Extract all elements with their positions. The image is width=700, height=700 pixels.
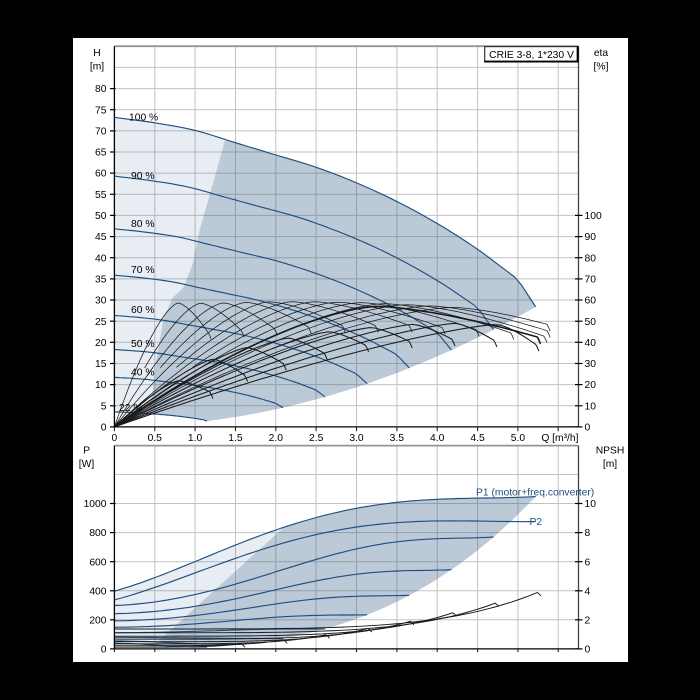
svg-text:5.0: 5.0 <box>511 433 526 444</box>
svg-text:P: P <box>83 446 90 457</box>
svg-text:4.5: 4.5 <box>470 433 485 444</box>
svg-text:10: 10 <box>95 380 107 391</box>
svg-text:10: 10 <box>585 401 597 412</box>
svg-text:70: 70 <box>95 127 107 138</box>
svg-text:75: 75 <box>95 105 107 116</box>
svg-text:80 %: 80 % <box>131 219 154 230</box>
svg-text:Q [m³/h]: Q [m³/h] <box>541 433 578 444</box>
svg-text:10: 10 <box>585 499 597 510</box>
svg-text:NPSH: NPSH <box>596 446 625 457</box>
svg-text:80: 80 <box>585 253 597 264</box>
svg-text:P2: P2 <box>530 517 543 528</box>
svg-text:50: 50 <box>95 211 107 222</box>
svg-text:[m]: [m] <box>603 459 617 470</box>
svg-text:8: 8 <box>585 528 591 539</box>
svg-text:40: 40 <box>95 253 107 264</box>
svg-text:60 %: 60 % <box>131 305 154 316</box>
svg-text:1.0: 1.0 <box>188 433 203 444</box>
svg-text:45: 45 <box>95 232 107 243</box>
svg-text:40: 40 <box>585 338 597 349</box>
svg-text:60: 60 <box>585 296 597 307</box>
svg-text:P1 (motor+freq.converter): P1 (motor+freq.converter) <box>476 488 594 499</box>
svg-text:35: 35 <box>95 275 107 286</box>
svg-text:0: 0 <box>101 645 107 656</box>
svg-text:2.0: 2.0 <box>269 433 284 444</box>
svg-text:5: 5 <box>101 401 107 412</box>
svg-text:40 %: 40 % <box>131 368 154 379</box>
svg-text:90: 90 <box>585 232 597 243</box>
svg-text:0: 0 <box>585 423 591 434</box>
svg-text:6: 6 <box>585 557 591 568</box>
svg-text:400: 400 <box>89 586 106 597</box>
svg-text:25: 25 <box>95 317 107 328</box>
svg-text:0: 0 <box>585 645 591 656</box>
svg-text:4: 4 <box>585 586 591 597</box>
svg-text:55: 55 <box>95 190 107 201</box>
svg-text:1000: 1000 <box>84 499 107 510</box>
svg-text:1.5: 1.5 <box>228 433 243 444</box>
svg-text:100 %: 100 % <box>129 113 158 124</box>
svg-text:3.5: 3.5 <box>390 433 405 444</box>
svg-text:70 %: 70 % <box>131 265 154 276</box>
svg-text:4.0: 4.0 <box>430 433 445 444</box>
svg-text:50 %: 50 % <box>131 339 154 350</box>
svg-text:2: 2 <box>585 615 591 626</box>
svg-text:200: 200 <box>89 615 106 626</box>
svg-text:0: 0 <box>101 423 107 434</box>
svg-text:2.5: 2.5 <box>309 433 324 444</box>
svg-text:[%]: [%] <box>594 62 609 73</box>
svg-text:50: 50 <box>585 317 597 328</box>
svg-text:0.5: 0.5 <box>148 433 163 444</box>
svg-text:[m]: [m] <box>90 62 104 73</box>
svg-text:[W]: [W] <box>79 459 95 470</box>
svg-text:30: 30 <box>95 296 107 307</box>
svg-text:80: 80 <box>95 84 107 95</box>
svg-text:30: 30 <box>585 359 597 370</box>
svg-text:70: 70 <box>585 275 597 286</box>
svg-text:65: 65 <box>95 148 107 159</box>
svg-text:eta: eta <box>594 48 609 59</box>
svg-text:15: 15 <box>95 359 107 370</box>
svg-text:800: 800 <box>89 528 106 539</box>
svg-text:600: 600 <box>89 557 106 568</box>
svg-text:0: 0 <box>112 433 118 444</box>
svg-text:H: H <box>93 48 100 59</box>
svg-text:3.0: 3.0 <box>349 433 364 444</box>
svg-text:22 %: 22 % <box>119 403 142 414</box>
svg-text:60: 60 <box>95 169 107 180</box>
svg-text:20: 20 <box>95 338 107 349</box>
svg-text:100: 100 <box>585 211 602 222</box>
svg-text:90 %: 90 % <box>131 171 154 182</box>
svg-text:20: 20 <box>585 380 597 391</box>
svg-text:CRIE 3-8, 1*230 V: CRIE 3-8, 1*230 V <box>489 50 574 61</box>
